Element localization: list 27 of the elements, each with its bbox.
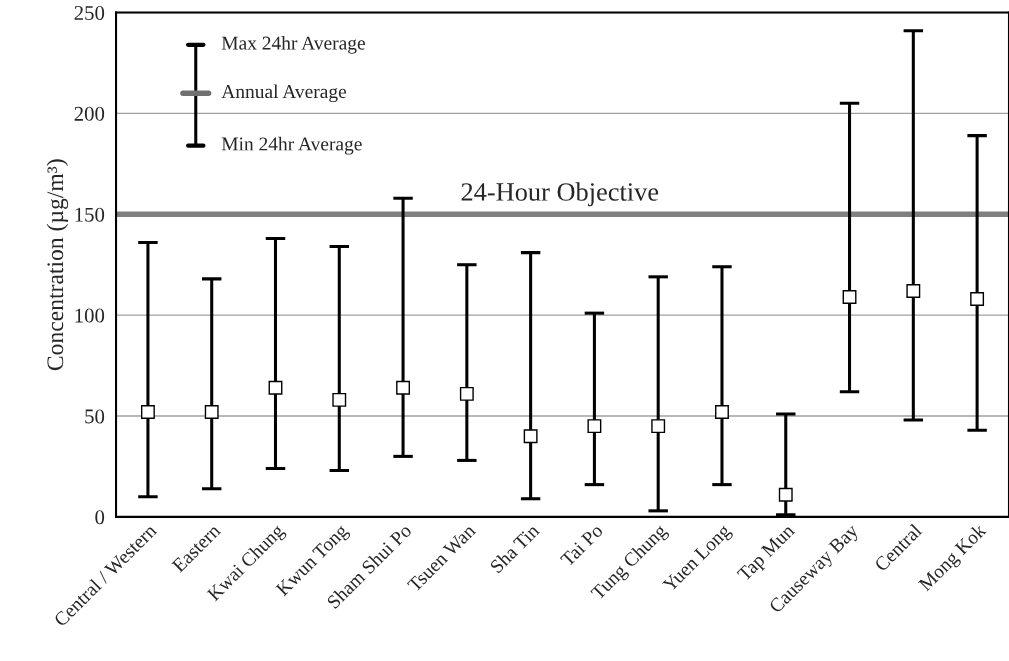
ref-line-label: 24-Hour Objective [461,182,659,207]
point [842,290,857,304]
point [523,429,538,444]
y-tick-label: 50 [85,409,105,424]
annotation: Annual Average [221,84,347,103]
y-tick-label: 0 [95,510,105,525]
point [396,380,411,395]
point [651,419,666,434]
y-axis-title: Concentration (µg/m³) [46,159,69,371]
annotation: Max 24hr Average [221,35,365,54]
point [268,380,283,395]
point [778,487,793,502]
y-tick-label: 150 [75,207,105,222]
point [587,419,602,434]
point [459,386,474,401]
x-tick-label: Tai Po [559,523,604,568]
y-tick-label: 250 [74,5,105,20]
point [715,405,729,419]
y-tick-label: 100 [75,308,105,323]
annotation: Min 24hr Average [221,136,362,155]
point [906,284,921,298]
y-tick-label: 200 [74,106,105,121]
x-tick-label: Sha Tin [489,522,541,574]
point [140,405,155,419]
point [332,392,347,407]
point [204,405,219,419]
point [970,292,985,306]
